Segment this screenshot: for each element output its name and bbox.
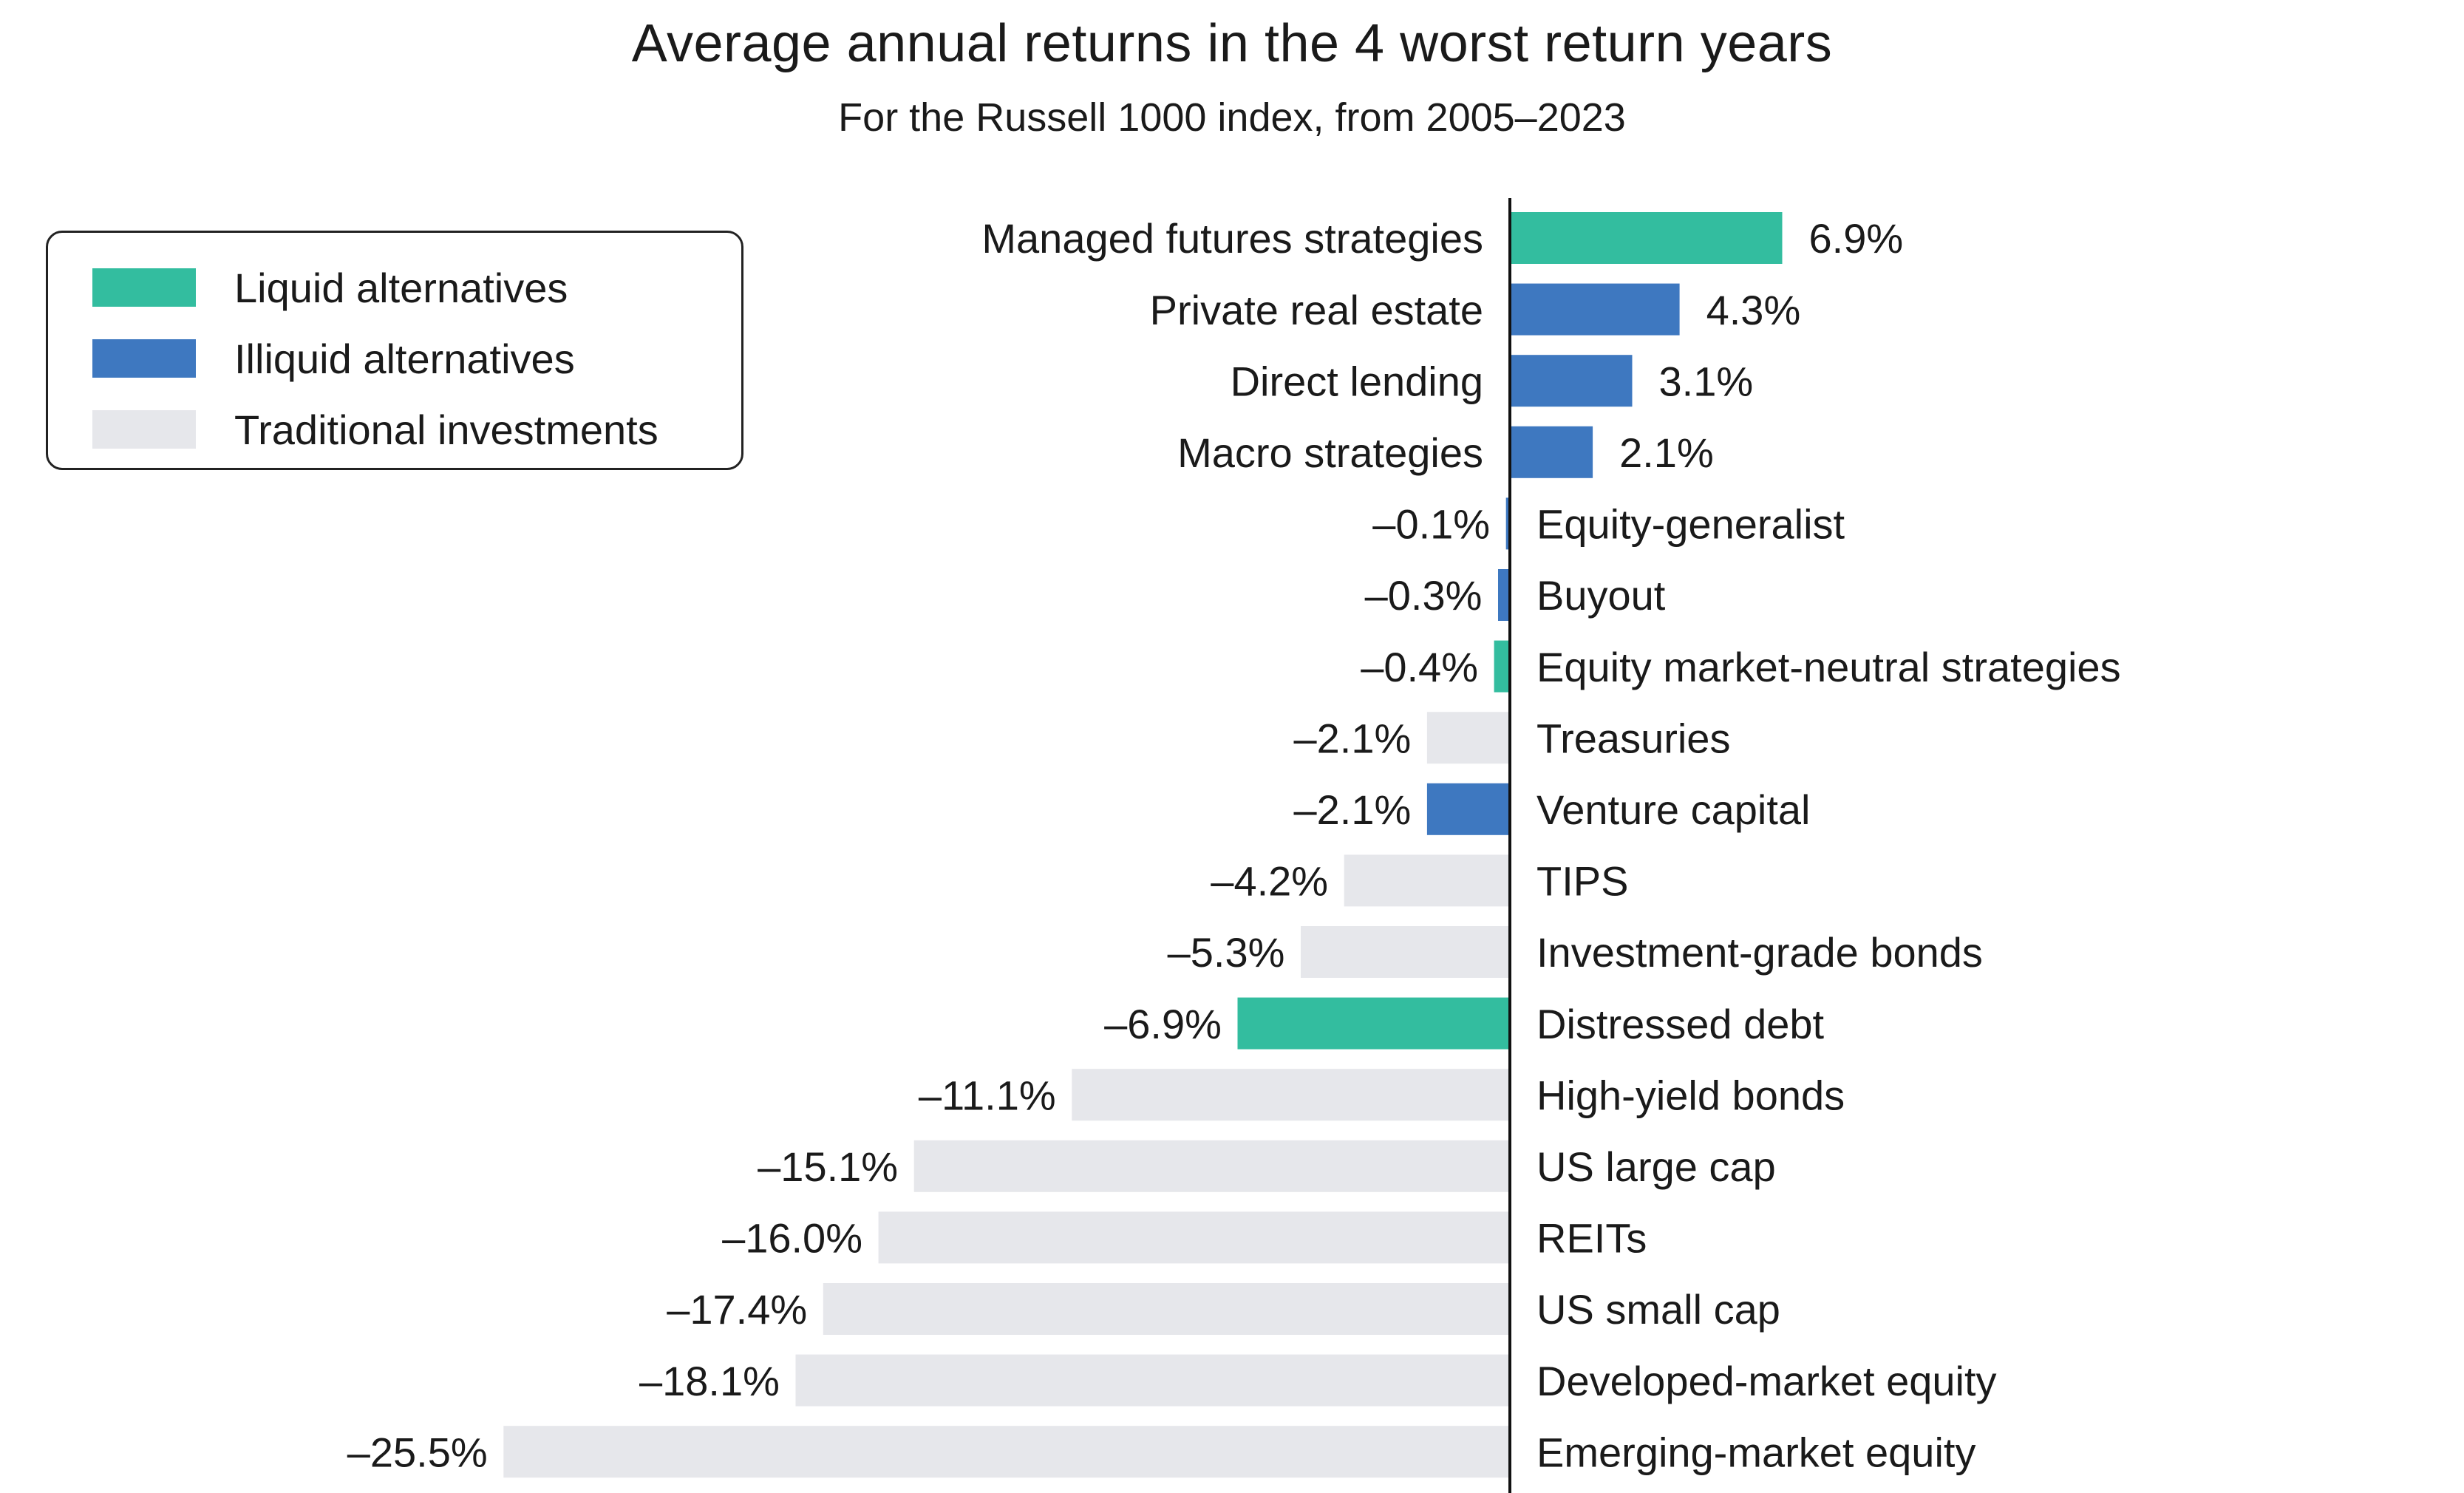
value-label-reits: –16.0%: [722, 1215, 862, 1262]
value-label-private-real-estate: 4.3%: [1706, 287, 1801, 333]
category-label-private-real-estate: Private real estate: [1150, 287, 1483, 333]
value-label-developed-market-equity: –18.1%: [639, 1358, 780, 1404]
legend-item-traditional: Traditional investments: [92, 406, 658, 453]
chart-title: Average annual returns in the 4 worst re…: [631, 14, 1833, 73]
bar-venture-capital: [1426, 783, 1510, 835]
bar-managed-futures-strategies: [1510, 212, 1783, 264]
bar-us-small-cap: [823, 1283, 1510, 1335]
value-label-emerging-market-equity: –25.5%: [347, 1429, 488, 1475]
bar-emerging-market-equity: [503, 1426, 1510, 1478]
bars-layer: Managed futures strategies 6.9% Private re…: [347, 212, 2121, 1478]
bar-reits: [878, 1211, 1510, 1264]
legend-swatch-liquid: [92, 268, 196, 307]
bar-tips: [1344, 854, 1510, 907]
category-label-macro-strategies: Macro strategies: [1177, 429, 1483, 476]
value-label-tips: –4.2%: [1211, 858, 1328, 905]
category-label-investment-grade-bonds: Investment-grade bonds: [1536, 929, 1983, 976]
bar-distressed-debt: [1237, 997, 1510, 1050]
value-label-investment-grade-bonds: –5.3%: [1168, 929, 1285, 976]
bar-investment-grade-bonds: [1301, 926, 1510, 978]
bar-equity-generalist: [1505, 497, 1510, 550]
legend: Liquid alternatives Illiquid alternative…: [46, 231, 743, 470]
category-label-treasuries: Treasuries: [1536, 715, 1730, 761]
value-label-us-large-cap: –15.1%: [758, 1143, 898, 1190]
legend-label-liquid: Liquid alternatives: [234, 264, 568, 311]
category-label-equity-generalist: Equity-generalist: [1536, 501, 1845, 548]
bar-equity-market-neutral-strategies: [1494, 640, 1510, 693]
value-label-venture-capital: –2.1%: [1294, 786, 1412, 833]
category-label-reits: REITs: [1536, 1215, 1647, 1262]
value-label-distressed-debt: –6.9%: [1104, 1001, 1222, 1047]
bar-macro-strategies: [1510, 426, 1593, 478]
legend-swatch-illiquid: [92, 339, 196, 378]
legend-label-illiquid: Illiquid alternatives: [234, 335, 575, 382]
value-label-treasuries: –2.1%: [1294, 715, 1412, 761]
legend-item-illiquid: Illiquid alternatives: [92, 335, 575, 382]
bar-high-yield-bonds: [1072, 1069, 1510, 1121]
category-label-equity-market-neutral-strategies: Equity market-neutral strategies: [1536, 644, 2121, 690]
legend-swatch-traditional: [92, 410, 196, 449]
category-label-venture-capital: Venture capital: [1536, 786, 1810, 833]
bar-developed-market-equity: [795, 1354, 1510, 1407]
category-label-tips: TIPS: [1536, 858, 1628, 905]
value-label-equity-market-neutral-strategies: –0.4%: [1361, 644, 1478, 690]
category-label-emerging-market-equity: Emerging-market equity: [1536, 1429, 1975, 1475]
bar-direct-lending: [1510, 355, 1633, 407]
bar-private-real-estate: [1510, 283, 1680, 336]
value-label-buyout: –0.3%: [1365, 572, 1483, 619]
value-label-high-yield-bonds: –11.1%: [919, 1072, 1056, 1118]
legend-item-liquid: Liquid alternatives: [92, 264, 568, 311]
category-label-us-small-cap: US small cap: [1536, 1286, 1780, 1333]
bar-buyout: [1498, 569, 1510, 621]
category-label-us-large-cap: US large cap: [1536, 1143, 1776, 1190]
category-label-buyout: Buyout: [1536, 572, 1666, 619]
chart-subtitle: For the Russell 1000 index, from 2005–20…: [838, 95, 1626, 140]
bar-treasuries: [1426, 712, 1510, 764]
value-label-us-small-cap: –17.4%: [667, 1286, 807, 1333]
value-label-macro-strategies: 2.1%: [1619, 429, 1714, 476]
value-label-equity-generalist: –0.1%: [1372, 501, 1490, 548]
bar-us-large-cap: [913, 1140, 1510, 1192]
category-label-developed-market-equity: Developed-market equity: [1536, 1358, 1997, 1404]
category-label-distressed-debt: Distressed debt: [1536, 1001, 1825, 1047]
category-label-direct-lending: Direct lending: [1231, 358, 1483, 404]
legend-label-traditional: Traditional investments: [234, 406, 658, 453]
category-label-high-yield-bonds: High-yield bonds: [1536, 1072, 1845, 1118]
value-label-direct-lending: 3.1%: [1659, 358, 1754, 404]
category-label-managed-futures-strategies: Managed futures strategies: [981, 215, 1483, 262]
value-label-managed-futures-strategies: 6.9%: [1809, 215, 1904, 262]
